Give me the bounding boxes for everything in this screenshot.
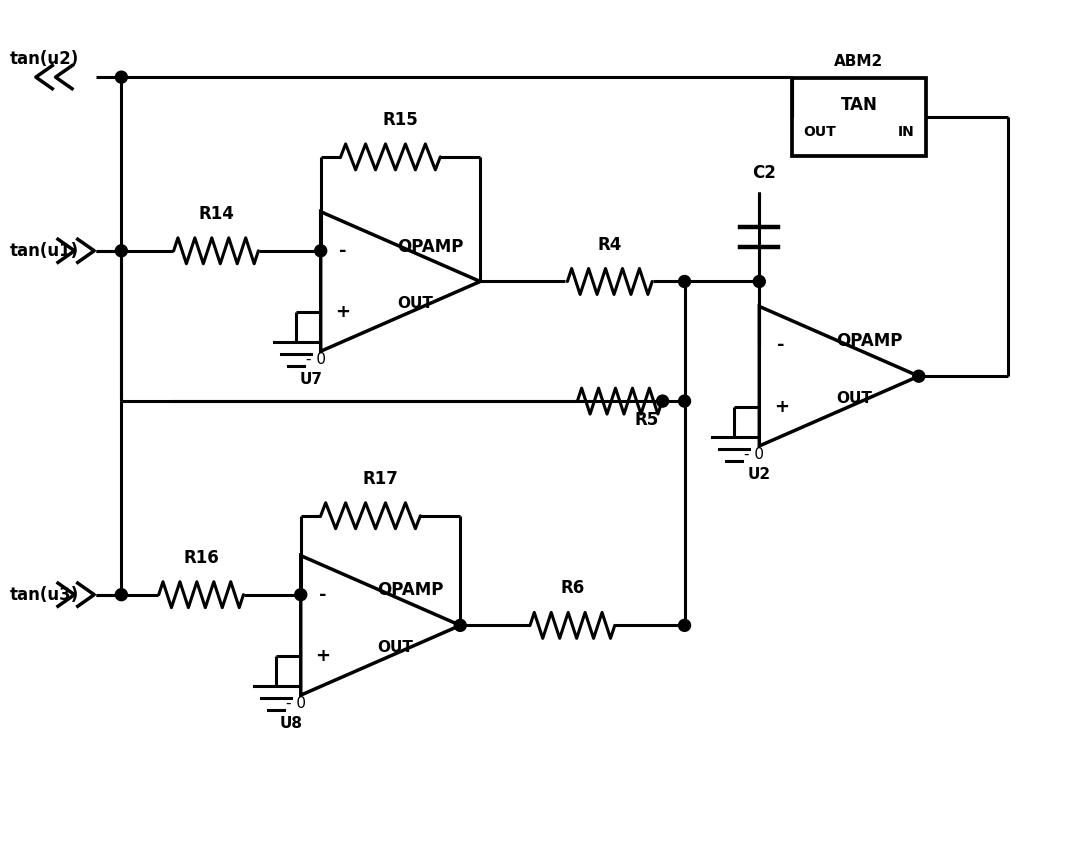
Text: +: + (773, 397, 788, 416)
Text: OPAMP: OPAMP (377, 581, 444, 599)
Text: IN: IN (897, 125, 914, 139)
Text: OUT: OUT (836, 391, 872, 406)
Text: -: - (319, 585, 326, 604)
Text: R17: R17 (363, 470, 398, 488)
Text: +: + (316, 647, 331, 665)
Circle shape (753, 275, 766, 288)
Text: tan(u1): tan(u1) (10, 242, 79, 260)
Bar (792, 78, 926, 156)
Circle shape (679, 275, 690, 288)
Text: R5: R5 (634, 411, 659, 429)
Circle shape (295, 589, 307, 601)
Text: U2: U2 (747, 467, 771, 481)
Text: OUT: OUT (397, 296, 433, 312)
Circle shape (115, 71, 127, 83)
Circle shape (115, 245, 127, 256)
Text: R15: R15 (382, 111, 418, 129)
Text: R6: R6 (560, 579, 585, 598)
Circle shape (314, 245, 326, 256)
Text: +: + (335, 303, 350, 321)
Text: U7: U7 (299, 372, 322, 387)
Text: - 0: - 0 (285, 696, 306, 711)
Text: OUT: OUT (803, 125, 837, 139)
Text: TAN: TAN (840, 96, 878, 114)
Text: - 0: - 0 (744, 447, 765, 462)
Text: R16: R16 (183, 549, 219, 566)
Circle shape (657, 395, 669, 407)
Circle shape (679, 395, 690, 407)
Circle shape (679, 619, 690, 631)
Circle shape (454, 619, 466, 631)
Text: OUT: OUT (378, 640, 414, 656)
Text: OPAMP: OPAMP (397, 237, 463, 255)
Text: -: - (778, 337, 785, 354)
Text: C2: C2 (753, 164, 777, 182)
Text: R4: R4 (598, 236, 621, 254)
Text: tan(u2): tan(u2) (10, 50, 79, 68)
Text: OPAMP: OPAMP (836, 333, 903, 350)
Text: -: - (339, 242, 347, 260)
Text: R14: R14 (198, 205, 234, 223)
Text: ABM2: ABM2 (835, 55, 883, 69)
Circle shape (913, 370, 925, 382)
Text: tan(u3): tan(u3) (10, 585, 79, 604)
Circle shape (115, 589, 127, 601)
Text: - 0: - 0 (306, 352, 325, 367)
Text: U8: U8 (279, 716, 303, 731)
